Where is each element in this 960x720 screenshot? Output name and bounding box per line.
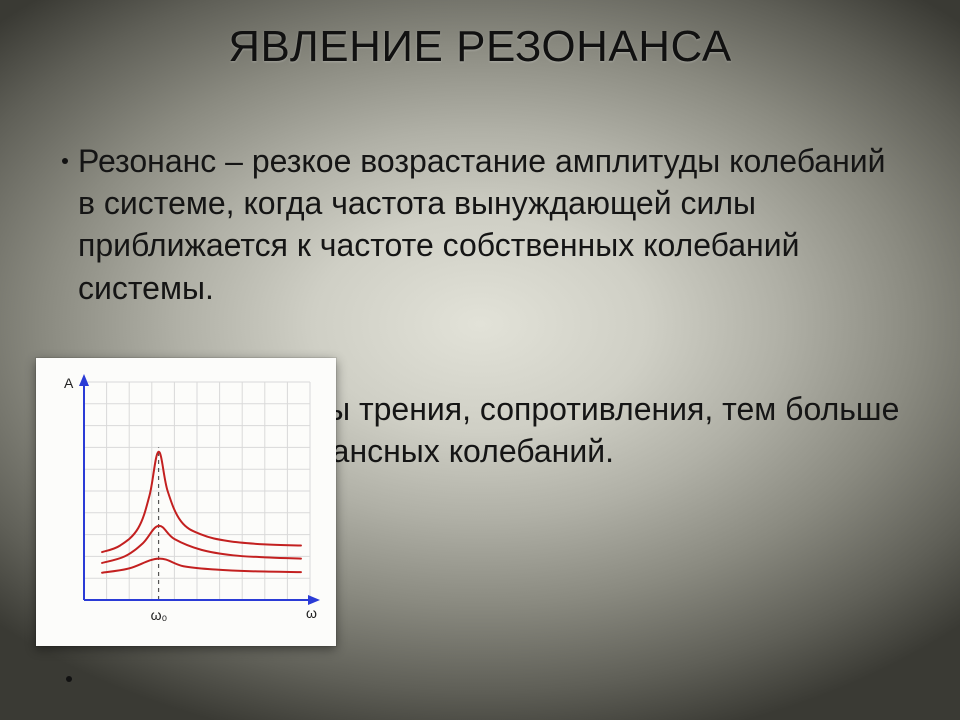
bullet-1-text: Резонанс – резкое возрастание амплитуды … <box>78 140 910 309</box>
bullet-dot-icon <box>62 158 68 164</box>
resonance-chart: Aω ω₀ <box>36 358 336 646</box>
body-text-1: Резонанс – резкое возрастание амплитуды … <box>62 140 910 315</box>
svg-text:ω₀: ω₀ <box>151 607 168 623</box>
svg-text:ω: ω <box>306 605 317 621</box>
bullet-dot-icon <box>66 676 72 682</box>
page-title: ЯВЛЕНИЕ РЕЗОНАНСА <box>0 0 960 72</box>
svg-text:A: A <box>64 375 74 391</box>
